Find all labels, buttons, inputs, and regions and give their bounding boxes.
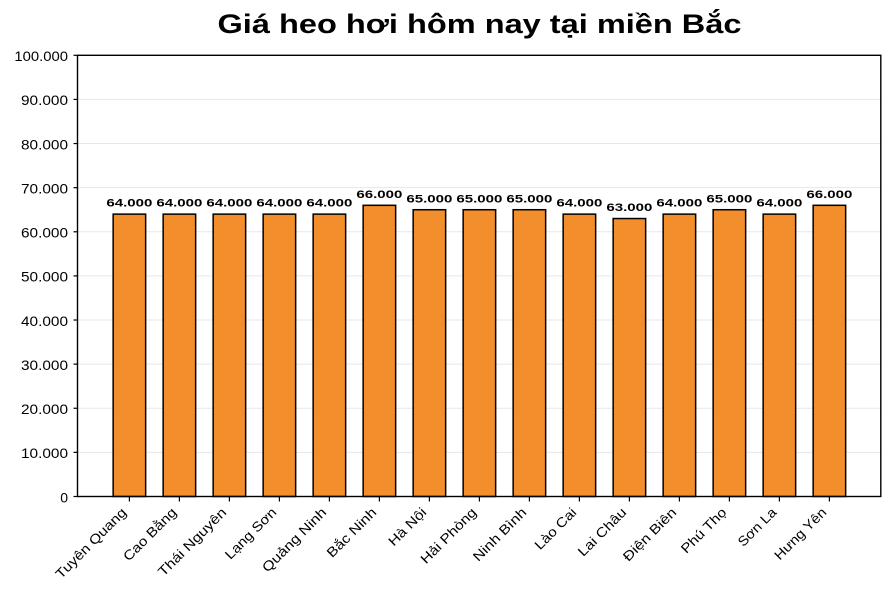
svg-text:10.000: 10.000: [21, 445, 68, 461]
svg-text:Giá heo hơi hôm nay tại miền B: Giá heo hơi hôm nay tại miền Bắc: [218, 8, 742, 39]
svg-text:50.000: 50.000: [21, 269, 68, 285]
svg-text:0: 0: [60, 489, 68, 505]
svg-text:64.000: 64.000: [256, 198, 302, 210]
svg-text:64.000: 64.000: [106, 198, 152, 210]
svg-text:64.000: 64.000: [206, 198, 252, 210]
svg-text:64.000: 64.000: [656, 198, 702, 210]
svg-text:30.000: 30.000: [21, 357, 68, 373]
svg-text:100.000: 100.000: [14, 48, 68, 64]
svg-text:40.000: 40.000: [21, 313, 68, 329]
svg-text:66.000: 66.000: [356, 189, 402, 201]
svg-text:64.000: 64.000: [756, 198, 802, 210]
svg-text:65.000: 65.000: [706, 193, 752, 205]
svg-text:63.000: 63.000: [606, 202, 652, 214]
svg-text:65.000: 65.000: [406, 193, 452, 205]
svg-text:66.000: 66.000: [806, 189, 852, 201]
svg-text:70.000: 70.000: [21, 180, 68, 196]
svg-text:90.000: 90.000: [21, 92, 68, 108]
svg-text:20.000: 20.000: [21, 401, 68, 417]
svg-text:64.000: 64.000: [156, 198, 202, 210]
svg-text:64.000: 64.000: [306, 198, 352, 210]
svg-text:65.000: 65.000: [506, 193, 552, 205]
svg-text:80.000: 80.000: [21, 136, 68, 152]
svg-text:64.000: 64.000: [556, 198, 602, 210]
svg-text:65.000: 65.000: [456, 193, 502, 205]
svg-text:60.000: 60.000: [21, 225, 68, 241]
